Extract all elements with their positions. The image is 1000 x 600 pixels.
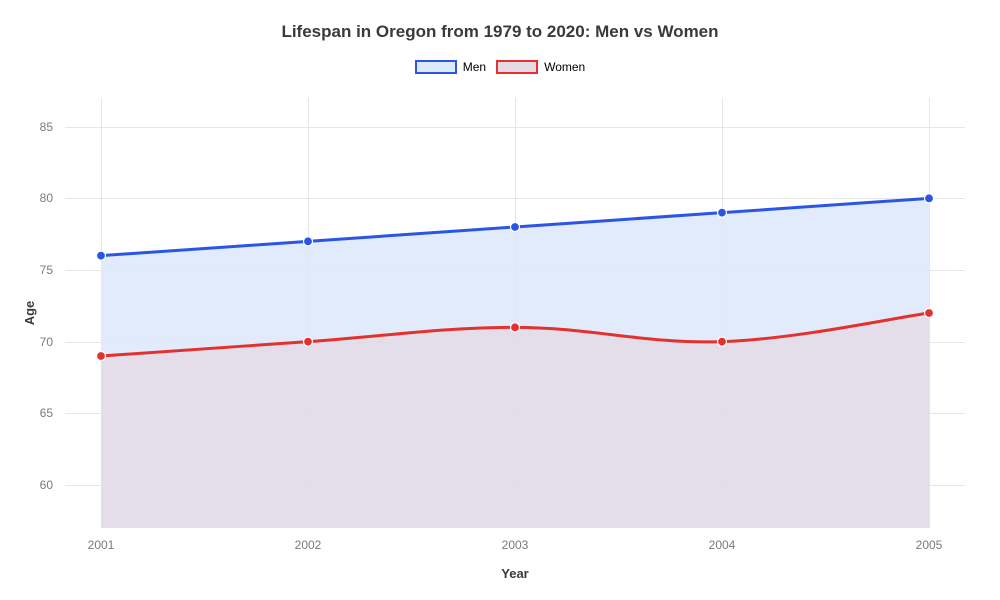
data-point[interactable]	[304, 237, 313, 246]
x-tick-label: 2005	[916, 538, 943, 552]
y-tick-label: 80	[40, 191, 53, 205]
legend-label-men: Men	[463, 60, 486, 74]
data-point[interactable]	[718, 337, 727, 346]
data-point[interactable]	[511, 323, 520, 332]
data-point[interactable]	[925, 194, 934, 203]
y-tick-label: 70	[40, 335, 53, 349]
legend-swatch-men	[415, 60, 457, 74]
y-tick-label: 85	[40, 120, 53, 134]
y-tick-label: 60	[40, 478, 53, 492]
x-tick-label: 2001	[88, 538, 115, 552]
data-point[interactable]	[925, 309, 934, 318]
data-point[interactable]	[304, 337, 313, 346]
x-axis-label: Year	[501, 566, 528, 581]
data-point[interactable]	[511, 223, 520, 232]
data-point[interactable]	[97, 251, 106, 260]
legend: Men Women	[0, 60, 1000, 74]
x-tick-label: 2002	[295, 538, 322, 552]
legend-swatch-women	[496, 60, 538, 74]
data-point[interactable]	[97, 352, 106, 361]
chart-title: Lifespan in Oregon from 1979 to 2020: Me…	[0, 0, 1000, 42]
y-tick-label: 75	[40, 263, 53, 277]
legend-item-women[interactable]: Women	[496, 60, 585, 74]
y-axis-label: Age	[22, 301, 37, 326]
legend-item-men[interactable]: Men	[415, 60, 486, 74]
data-point[interactable]	[718, 208, 727, 217]
chart-svg	[65, 98, 965, 528]
y-tick-label: 65	[40, 406, 53, 420]
plot-area: 20012002200320042005606570758085 Year Ag…	[65, 98, 965, 528]
x-tick-label: 2004	[709, 538, 736, 552]
legend-label-women: Women	[544, 60, 585, 74]
x-tick-label: 2003	[502, 538, 529, 552]
